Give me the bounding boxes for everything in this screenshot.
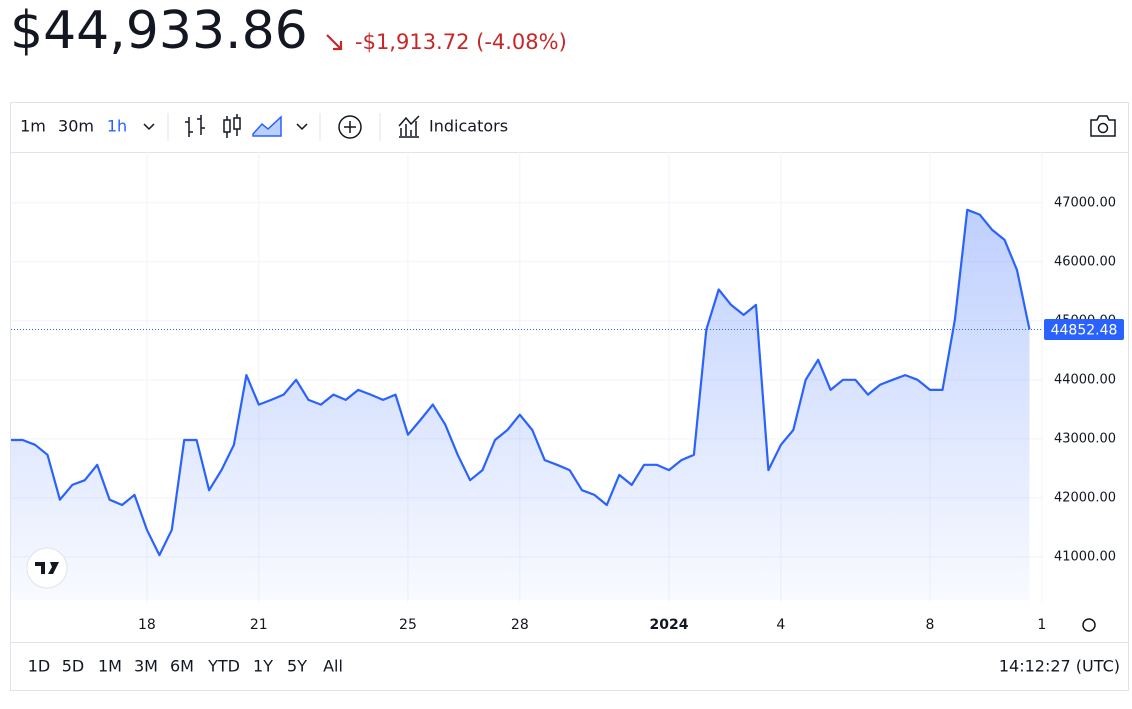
y-tick-label: 41000.00 (1054, 549, 1116, 564)
range-button[interactable]: 3M (134, 657, 158, 676)
y-tick-label: 43000.00 (1054, 431, 1116, 446)
y-tick-label: 47000.00 (1054, 195, 1116, 210)
logo-badge[interactable] (26, 547, 68, 589)
compare-icon[interactable] (338, 115, 362, 139)
price-badge-label: 44852.48 (1051, 323, 1118, 339)
x-tick-label: 1 (1037, 617, 1046, 633)
x-tick-label: 18 (138, 617, 156, 633)
price: $44,933.86 (10, 1, 308, 61)
chart-frame (10, 102, 1129, 691)
settings-icon[interactable] (1082, 618, 1096, 632)
range-button[interactable]: 1D (28, 657, 51, 676)
y-tick-label: 44000.00 (1054, 372, 1116, 387)
x-tick-label: 8 (926, 617, 935, 633)
candle (233, 117, 241, 130)
x-tick-label: 21 (250, 617, 268, 633)
camera-icon[interactable] (1090, 115, 1116, 137)
x-tick-label: 25 (399, 617, 417, 633)
clock: 14:12:27 (UTC) (999, 657, 1120, 676)
chevron[interactable] (143, 123, 155, 131)
range-button[interactable]: 5D (62, 657, 85, 676)
area (11, 209, 1030, 600)
y-tick-label: 42000.00 (1054, 490, 1116, 505)
bars-icon[interactable] (185, 115, 205, 137)
x-tick-label: 4 (776, 617, 785, 633)
range-button[interactable]: 5Y (287, 657, 307, 676)
indicators-icon[interactable] (398, 115, 420, 138)
range-button[interactable]: 1M (98, 657, 122, 676)
range-button[interactable]: All (323, 657, 343, 676)
x-tick-label: 28 (511, 617, 529, 633)
y-tick-label: 46000.00 (1054, 254, 1116, 269)
chevron[interactable] (296, 123, 308, 131)
area-icon[interactable] (252, 115, 282, 137)
down-arrow (326, 34, 343, 51)
price-badge (1044, 319, 1124, 341)
price-change: -$1,913.72 (-4.08%) (355, 30, 567, 54)
interval-button[interactable]: 1m (20, 117, 46, 136)
range-button[interactable]: 6M (170, 657, 194, 676)
interval-button[interactable]: 30m (58, 117, 94, 136)
plus (344, 121, 356, 133)
indicators-button[interactable]: Indicators (429, 117, 508, 136)
camera-lens (1097, 122, 1109, 134)
interval-button[interactable]: 1h (107, 117, 127, 136)
range-button[interactable]: 1Y (253, 657, 273, 676)
candle (223, 119, 231, 133)
range-button[interactable]: YTD (207, 657, 240, 676)
x-tick-label: 2024 (650, 617, 689, 633)
logo (35, 562, 59, 574)
line (11, 208, 1031, 557)
